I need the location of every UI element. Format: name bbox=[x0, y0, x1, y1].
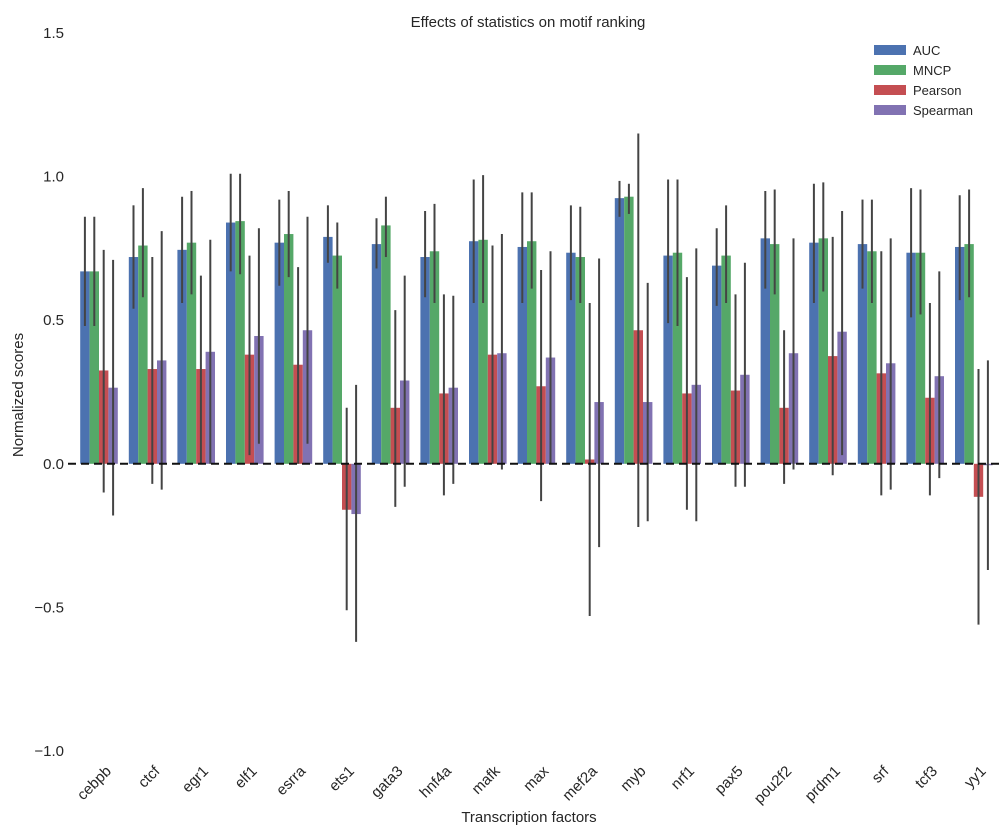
legend-label-mncp: MNCP bbox=[913, 63, 951, 78]
x-tick-label-ets1: ets1 bbox=[326, 763, 358, 795]
y-tick-label: 1.5 bbox=[43, 25, 64, 42]
legend-label-auc: AUC bbox=[913, 43, 940, 58]
x-tick-label-hnf4a: hnf4a bbox=[416, 762, 455, 801]
x-tick-label-tcf3: tcf3 bbox=[912, 763, 941, 792]
bar-mncp-gata3 bbox=[381, 225, 391, 464]
x-tick-label-pou2f2: pou2f2 bbox=[751, 763, 795, 807]
bar-mncp-cebpb bbox=[89, 271, 99, 464]
bar-auc-pax5 bbox=[712, 265, 722, 464]
bar-mncp-srf bbox=[867, 251, 877, 464]
y-axis-label: Normalized scores bbox=[10, 333, 27, 457]
bar-auc-yy1 bbox=[955, 246, 965, 464]
x-tick-label-prdm1: prdm1 bbox=[802, 763, 844, 805]
legend-label-spearman: Spearman bbox=[913, 103, 973, 118]
x-tick-label-nrf1: nrf1 bbox=[668, 763, 698, 793]
legend: AUC MNCP Pearson Spearman bbox=[874, 43, 973, 118]
chart-title: Effects of statistics on motif ranking bbox=[411, 14, 646, 31]
x-tick-label-max: max bbox=[520, 762, 552, 794]
bar-mncp-myb bbox=[624, 196, 634, 464]
y-tick-label: 0.5 bbox=[43, 312, 64, 329]
x-tick-label-elf1: elf1 bbox=[232, 763, 261, 792]
x-axis-ticks: cebpb ctcf egr1 elf1 esrra ets1 gata3 hnf4a mafk… bbox=[74, 762, 990, 807]
legend-label-pearson: Pearson bbox=[913, 83, 961, 98]
bar-auc-esrra bbox=[274, 242, 284, 464]
bar-auc-ets1 bbox=[323, 236, 333, 464]
y-tick-label: −0.5 bbox=[34, 599, 64, 616]
x-tick-label-yy1: yy1 bbox=[961, 763, 990, 792]
legend-swatch-pearson bbox=[874, 85, 906, 95]
bar-mncp-elf1 bbox=[235, 221, 245, 464]
bar-auc-elf1 bbox=[226, 222, 236, 464]
x-tick-label-esrra: esrra bbox=[273, 762, 310, 799]
x-tick-label-gata3: gata3 bbox=[368, 763, 407, 802]
x-tick-label-mafk: mafk bbox=[469, 762, 504, 797]
y-axis-ticks: −1.0 −0.5 0.0 0.5 1.0 1.5 bbox=[34, 25, 64, 760]
bar-mncp-egr1 bbox=[186, 242, 197, 464]
bar-mncp-mef2a bbox=[575, 257, 585, 464]
x-tick-label-myb: myb bbox=[617, 763, 649, 795]
bar-mncp-ctcf bbox=[138, 245, 148, 464]
legend-swatch-spearman bbox=[874, 105, 906, 115]
x-axis-label: Transcription factors bbox=[461, 809, 596, 826]
bar-mncp-hnf4a bbox=[429, 251, 440, 464]
bar-mncp-esrra bbox=[284, 234, 294, 464]
legend-swatch-mncp bbox=[874, 65, 906, 75]
bar-auc-mef2a bbox=[566, 252, 576, 464]
bar-auc-max bbox=[517, 246, 527, 464]
bar-auc-myb bbox=[614, 198, 625, 464]
bar-mncp-nrf1 bbox=[672, 252, 683, 464]
error-bars-layer bbox=[83, 133, 989, 642]
bar-auc-nrf1 bbox=[663, 255, 673, 464]
x-tick-label-cebpb: cebpb bbox=[74, 763, 115, 804]
bar-auc-egr1 bbox=[177, 249, 187, 464]
bar-mncp-mafk bbox=[478, 239, 488, 464]
bar-mncp-pou2f2 bbox=[770, 244, 780, 464]
x-tick-label-ctcf: ctcf bbox=[135, 762, 164, 791]
bar-mncp-max bbox=[527, 241, 537, 464]
bar-auc-prdm1 bbox=[809, 242, 819, 464]
bar-mncp-ets1 bbox=[332, 255, 342, 464]
bar-mncp-pax5 bbox=[721, 255, 731, 464]
bar-mncp-yy1 bbox=[964, 244, 974, 464]
bar-auc-cebpb bbox=[80, 271, 90, 464]
bar-auc-tcf3 bbox=[906, 252, 916, 464]
bar-auc-ctcf bbox=[128, 257, 139, 464]
y-tick-label: 0.0 bbox=[43, 456, 64, 473]
x-tick-label-mef2a: mef2a bbox=[559, 762, 601, 804]
y-tick-label: −1.0 bbox=[34, 743, 64, 760]
bar-mncp-prdm1 bbox=[818, 238, 828, 464]
x-tick-label-pax5: pax5 bbox=[712, 763, 747, 798]
x-tick-label-egr1: egr1 bbox=[179, 763, 212, 796]
bar-auc-pou2f2 bbox=[760, 238, 770, 464]
bar-auc-gata3 bbox=[371, 244, 382, 464]
bar-auc-hnf4a bbox=[420, 257, 430, 464]
bars-layer bbox=[80, 196, 993, 515]
x-tick-label-srf: srf bbox=[869, 762, 893, 786]
bar-mncp-tcf3 bbox=[915, 252, 926, 464]
bar-auc-mafk bbox=[469, 241, 479, 464]
legend-swatch-auc bbox=[874, 45, 906, 55]
y-tick-label: 1.0 bbox=[43, 169, 64, 186]
bar-auc-srf bbox=[857, 244, 868, 464]
